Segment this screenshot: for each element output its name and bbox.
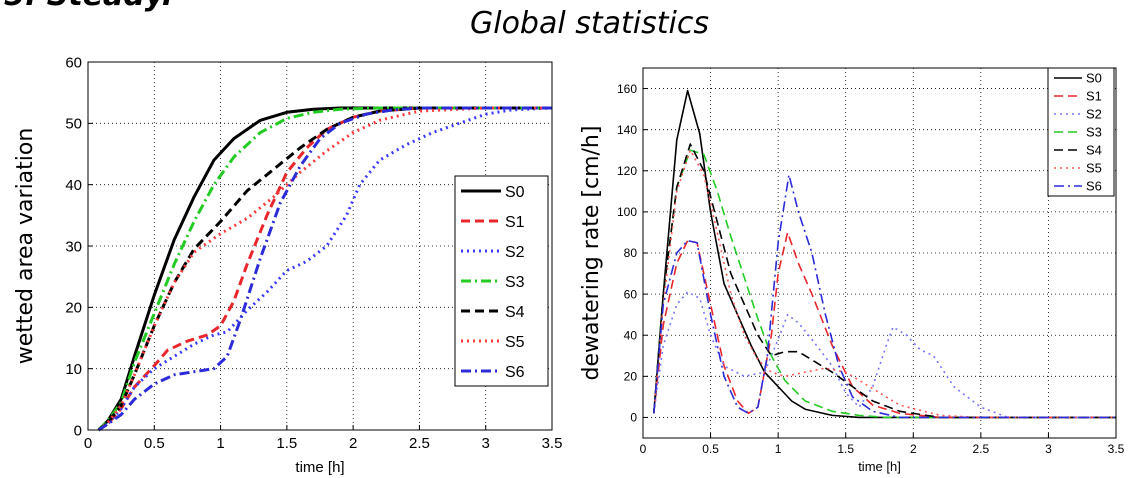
- series-line-s2: [97, 106, 553, 432]
- y-tick-label: 100: [617, 205, 637, 219]
- plot-frame: [87, 61, 553, 431]
- y-tick-label: 60: [65, 54, 82, 71]
- series-line-s5: [97, 106, 552, 432]
- legend-label-s0: S0: [1086, 71, 1102, 86]
- y-axis-label: wetted area variation: [13, 128, 38, 365]
- chart-1: 0 0.5 1 1.5 2 2.5 3 3.5 0 10 20 30 40 50 60 time [h] wet…: [13, 54, 562, 476]
- grid: [642, 68, 1117, 438]
- x-tick-label: 2: [910, 442, 917, 456]
- legend: S0 S1 S2 S3 S4 S5 S6: [1047, 67, 1115, 197]
- legend-label-s0: S0: [505, 184, 525, 201]
- legend-label-s1: S1: [1086, 89, 1102, 104]
- y-tick-label: 10: [65, 361, 82, 378]
- x-tick-label: 0: [640, 442, 647, 456]
- x-tick-label: 0.5: [702, 442, 719, 456]
- y-tick-label: 30: [65, 238, 82, 255]
- x-tick-label: 1.5: [837, 442, 854, 456]
- legend-label-s5: S5: [505, 334, 525, 351]
- x-axis-label: time [h]: [295, 459, 344, 476]
- series-line-s0: [653, 89, 1116, 419]
- x-tick-label: 1.5: [276, 435, 297, 452]
- legend-label-s3: S3: [505, 274, 525, 291]
- x-tick-label: 2.5: [973, 442, 990, 456]
- y-tick-label: 0: [630, 411, 637, 425]
- y-tick-label: 120: [617, 164, 637, 178]
- slide-heading-cut: 5. Steady.: [4, 0, 173, 13]
- series-line-s1: [653, 231, 1116, 419]
- slide-title: Global statistics: [470, 6, 709, 41]
- y-tick-label: 50: [65, 116, 82, 133]
- y-tick-label: 80: [624, 246, 638, 260]
- x-tick-label: 3.5: [542, 435, 563, 452]
- plot-frame: [642, 67, 1117, 439]
- series-line-s2: [653, 291, 1116, 419]
- legend: S0 S1 S2 S3 S4 S5 S6: [454, 175, 549, 387]
- series-line-s6: [97, 106, 552, 432]
- x-tick-label: 3.5: [1108, 442, 1125, 456]
- y-axis-label: dewatering rate [cm/h]: [579, 126, 604, 381]
- series-line-s3: [653, 149, 1116, 419]
- series-line-s3: [97, 106, 552, 432]
- x-tick-label: 0.5: [144, 435, 165, 452]
- legend-label-s5: S5: [1086, 161, 1102, 176]
- legend-label-s2: S2: [505, 244, 525, 261]
- legend-label-s1: S1: [505, 214, 525, 231]
- y-tick-label: 0: [74, 422, 82, 439]
- x-axis-label: time [h]: [858, 459, 901, 474]
- x-tick-label: 3: [482, 435, 490, 452]
- y-tick-label: 60: [624, 287, 638, 301]
- y-tick-label: 20: [65, 300, 82, 317]
- y-tick-label: 160: [617, 82, 637, 96]
- x-tick-label: 3: [1045, 442, 1052, 456]
- legend-label-s4: S4: [505, 304, 525, 321]
- series-line-s5: [653, 149, 1116, 419]
- legend-label-s6: S6: [505, 364, 525, 381]
- legend-label-s4: S4: [1086, 143, 1102, 158]
- x-tick-label: 2.5: [409, 435, 430, 452]
- x-tick-label: 2: [349, 435, 357, 452]
- x-tick-label: 1: [216, 435, 224, 452]
- series-line-s4: [97, 106, 552, 432]
- y-tick-label: 40: [65, 177, 82, 194]
- series-line-s0: [97, 106, 552, 432]
- x-tick-label: 1: [775, 442, 782, 456]
- y-tick-label: 20: [624, 370, 638, 384]
- y-tick-label: 140: [617, 123, 637, 137]
- legend-label-s6: S6: [1086, 179, 1102, 194]
- x-tick-label: 0: [84, 435, 92, 452]
- legend-label-s3: S3: [1086, 125, 1102, 140]
- chart-2: 0 0.5 1 1.5 2 2.5 3 3.5 0 20 40 60 80 100 120 140 160 tim…: [579, 67, 1125, 474]
- series-line-s6: [653, 174, 1116, 419]
- legend-label-s2: S2: [1086, 107, 1102, 122]
- y-tick-label: 40: [624, 328, 638, 342]
- series-line-s4: [653, 143, 1116, 419]
